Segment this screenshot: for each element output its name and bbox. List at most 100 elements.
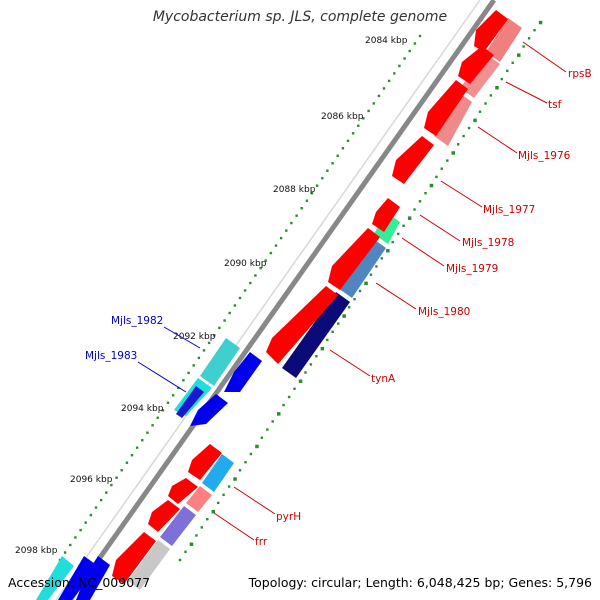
ruler-dot (342, 314, 346, 318)
feature-bottom-cyan[interactable] (36, 556, 74, 600)
ruler-dot (424, 192, 427, 195)
gene-label-Mjls_1983[interactable]: Mjls_1983 (85, 350, 137, 362)
gene-label-pyrH[interactable]: pyrH (276, 511, 301, 523)
ruler-dot (418, 200, 422, 203)
ruler-dot (346, 139, 350, 142)
cds-Mjls_1978[interactable] (372, 198, 400, 232)
ruler-dot (195, 534, 198, 537)
feature-Mjls_1976-outer[interactable] (434, 92, 472, 146)
gene-label-rpsB[interactable]: rpsB (568, 68, 592, 80)
feature-bottom-blue-a[interactable] (58, 556, 98, 600)
ruler-dot (362, 117, 365, 120)
reverse-cds-track (76, 352, 262, 600)
ruler-dot (207, 341, 211, 345)
ruler-dot (397, 232, 400, 236)
ruler-dot (120, 469, 123, 472)
ruler-dot (217, 501, 220, 505)
ruler-dot (310, 192, 314, 195)
backbone-outer-line (67, 0, 497, 600)
cds-red-d[interactable] (112, 532, 156, 584)
label-leader-lines (137, 41, 567, 541)
feature-tynA-outer[interactable] (282, 292, 350, 378)
cds-tsf[interactable] (458, 46, 494, 84)
gene-label-frr[interactable]: frr (255, 536, 268, 548)
cds-red-c[interactable] (148, 500, 180, 532)
ruler-label: 2092 kbp (173, 332, 216, 342)
ruler-label: 2086 kbp (321, 112, 364, 122)
gene-label-tynA[interactable]: tynA (371, 373, 396, 385)
feature-pyrH-outer[interactable] (202, 454, 234, 492)
ruler-dot (351, 132, 355, 135)
ruler-dot (255, 444, 259, 449)
ruler-dot (178, 558, 182, 562)
feature-tsf-outer[interactable] (460, 54, 500, 98)
ruler-dot (125, 461, 129, 464)
ruler-dot (282, 403, 285, 407)
feature-Mjls_1979-outer[interactable] (374, 212, 400, 244)
ruler-dot (473, 118, 477, 123)
cds-frr[interactable] (168, 478, 198, 504)
ruler-dot (500, 77, 503, 81)
ruler-dot (506, 69, 509, 73)
gene-label-Mjls_1978[interactable]: Mjls_1978 (462, 237, 514, 249)
ruler-dot (408, 49, 411, 53)
gene-label-tsf[interactable]: tsf (548, 99, 562, 111)
cds-Mjls_1978b[interactable] (328, 228, 380, 290)
feature-frr-outer[interactable] (186, 486, 212, 512)
gene-label-Mjls_1979[interactable]: Mjls_1979 (446, 263, 498, 275)
feature-light-grey[interactable] (128, 540, 170, 590)
ruler-dot (300, 207, 303, 210)
ruler-dot (315, 184, 319, 187)
ruler-track (58, 20, 543, 562)
ruler-dot (391, 240, 394, 244)
ruler-dot (357, 124, 360, 127)
ruler-dot (233, 304, 237, 307)
ruler-labels: 2084 kbp 2086 kbp 2088 kbp 2090 kbp 2092… (15, 36, 408, 556)
ruler-dot (161, 409, 165, 412)
cds-reverse-bottom[interactable] (76, 556, 110, 600)
ruler-label: 2098 kbp (15, 546, 58, 556)
gene-label-Mjls_1980[interactable]: Mjls_1980 (418, 306, 470, 318)
ruler-dot (233, 477, 237, 481)
ruler-dot (184, 550, 187, 553)
ruler-dot (187, 371, 190, 375)
ruler-dot (517, 53, 521, 57)
cds-pyrH[interactable] (188, 444, 222, 480)
ruler-dot (151, 424, 154, 427)
ruler-dot (446, 159, 449, 162)
feature-light-violet[interactable] (160, 506, 196, 546)
ruler-dot (413, 42, 417, 45)
ruler-dot (451, 151, 455, 155)
ruler-dot (527, 37, 531, 40)
cds-rpsB[interactable] (474, 10, 508, 52)
ruler-dot (285, 229, 288, 232)
ruler-dot (156, 416, 159, 419)
cds-Mjls_1976[interactable] (424, 80, 468, 136)
ruler-dot (135, 446, 139, 449)
gene-label-Mjls_1977[interactable]: Mjls_1977 (483, 204, 535, 216)
cds-Mjls_1977[interactable] (392, 136, 434, 184)
feature-rpsB-outer[interactable] (486, 18, 522, 62)
backbone-inner-line (55, 0, 481, 600)
feature-Mjls_1983-blue[interactable] (176, 386, 204, 418)
ruler-dot (367, 109, 370, 113)
ruler-dot (211, 509, 215, 514)
cds-Mjls_1982[interactable] (224, 352, 262, 392)
cds-Mjls_1980[interactable] (266, 286, 338, 364)
ruler-dot (372, 102, 375, 105)
gene-label-Mjls_1976[interactable]: Mjls_1976 (518, 150, 571, 162)
ruler-dot (254, 274, 257, 277)
ruler-dot (347, 306, 351, 309)
ruler-dot (238, 296, 242, 300)
inner-feature-track (174, 338, 240, 418)
forward-cds-track (112, 10, 508, 584)
ruler-dot (309, 363, 313, 366)
ruler-dot (115, 476, 118, 479)
ruler-label: 2096 kbp (70, 475, 113, 485)
feature-Mjls_1980-outer[interactable] (338, 238, 386, 298)
cds-Mjls_1983-rev[interactable] (190, 394, 228, 426)
gene-labels: rpsB tsf Mjls_1976 Mjls_1977 Mjls_1978 M… (85, 68, 592, 548)
gene-label-Mjls_1982[interactable]: Mjls_1982 (111, 315, 163, 327)
feature-Mjls_1982-cyan[interactable] (200, 338, 240, 386)
